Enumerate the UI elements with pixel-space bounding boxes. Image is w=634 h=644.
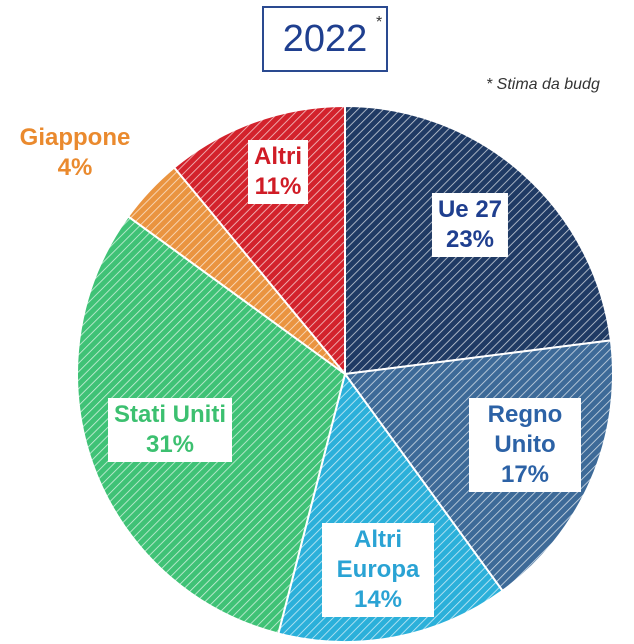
value-label: 31% (145, 431, 195, 458)
value-label: 11% (254, 173, 302, 200)
slice-label: Altri 11% (248, 140, 308, 204)
chart-title: 2022 (262, 6, 388, 72)
value-label: 17% (500, 461, 550, 488)
category-label: Giappone (19, 124, 131, 151)
slice-label: Regno Unito 17% (469, 398, 581, 492)
note: * Stima da budg (486, 76, 600, 93)
category-label: Altri Europa (336, 526, 420, 583)
slice-label: Ue 27 23% (431, 193, 509, 257)
category-label: Stati Uniti (114, 401, 226, 428)
title-marker: * (376, 14, 383, 31)
slice-label: Stati Uniti 31% (108, 398, 232, 462)
category-label: Altri (254, 143, 302, 170)
slice-label: Giappone 4% (20, 123, 131, 183)
value-label: 23% (445, 226, 495, 253)
slice-label: Altri Europa 14% (322, 523, 434, 617)
category-label: Ue 27 (437, 196, 503, 223)
value-label: 14% (353, 586, 403, 613)
category-label: Regno Unito (487, 401, 563, 458)
value-label: 4% (57, 154, 93, 181)
